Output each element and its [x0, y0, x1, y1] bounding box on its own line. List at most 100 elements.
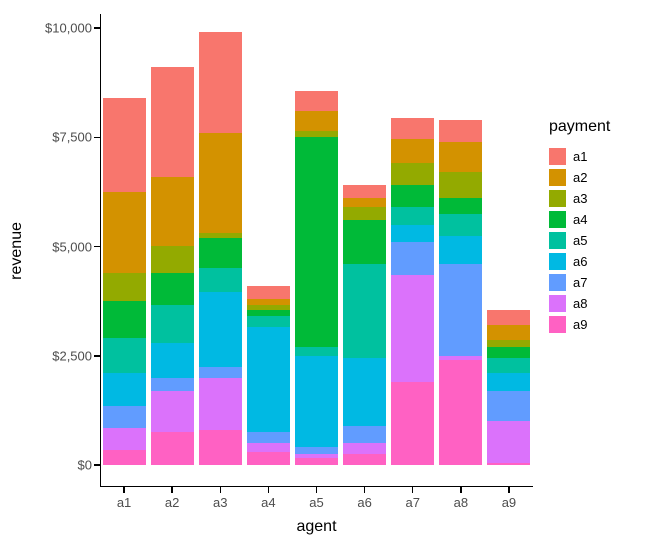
x-tick-label: a6 — [357, 495, 372, 510]
legend-swatch — [549, 232, 566, 249]
bar-segment — [198, 377, 242, 430]
legend-items: a1 a2 a3 a4 a5 a6 a7 a8 a9 — [549, 146, 610, 335]
legend-item: a7 — [549, 272, 610, 293]
bar-segment — [198, 292, 242, 367]
x-tick-label: a3 — [213, 495, 228, 510]
bar-segment — [439, 198, 483, 214]
bar — [198, 32, 242, 465]
bar-segment — [198, 32, 242, 133]
bar-segment — [150, 246, 194, 273]
bar — [295, 91, 338, 465]
legend-item-label: a1 — [573, 149, 588, 164]
bar-segment — [102, 373, 146, 406]
y-tick-label: $10,000 — [45, 20, 92, 36]
bar-segment — [343, 454, 387, 465]
bar-segment — [295, 130, 338, 138]
bar-segment — [343, 425, 387, 444]
x-tick-label: a2 — [164, 495, 180, 510]
bar-segment — [487, 325, 531, 341]
x-tick-label: a4 — [261, 495, 276, 510]
legend-swatch — [549, 316, 566, 333]
bar-segment — [102, 97, 146, 192]
bar-segment — [439, 141, 483, 173]
bar-segment — [487, 462, 531, 465]
bar-segment — [246, 451, 290, 465]
bar-segment — [439, 172, 483, 199]
legend-swatch — [549, 253, 566, 270]
bar-segment — [295, 355, 338, 448]
bar-segment — [246, 316, 290, 328]
bar-segment — [102, 427, 146, 450]
x-tick-label: a5 — [309, 495, 324, 510]
legend-swatch — [549, 190, 566, 207]
bar-segment — [391, 274, 435, 382]
bar-segment — [295, 137, 338, 347]
bar-segment — [487, 309, 531, 326]
legend-item: a8 — [549, 293, 610, 314]
bar-segment — [343, 220, 387, 264]
legend-item-label: a6 — [573, 254, 588, 269]
bar-segment — [150, 176, 194, 247]
legend-item-label: a8 — [573, 296, 588, 311]
bar-segment — [439, 355, 483, 361]
bar-segment — [246, 443, 290, 452]
bar-segment — [295, 111, 338, 131]
y-tick-mark — [94, 355, 100, 357]
bar-segment — [391, 242, 435, 275]
bar-segment — [102, 405, 146, 428]
legend-item-label: a4 — [573, 212, 588, 227]
bar-segment — [487, 346, 531, 358]
bar-segment — [246, 309, 290, 317]
bar-segment — [295, 91, 338, 112]
x-tick-mark — [363, 487, 366, 493]
y-tick-mark — [94, 464, 100, 466]
bar-segment — [246, 285, 290, 299]
bar-segment — [295, 447, 338, 455]
bar — [343, 185, 387, 465]
bar-segment — [246, 327, 290, 433]
bar-segment — [102, 449, 146, 465]
legend-item-label: a2 — [573, 170, 588, 185]
y-tick-label: $7,500 — [52, 129, 92, 145]
x-tick-label: a7 — [405, 495, 420, 510]
bar-segment — [295, 458, 338, 465]
bar-segment — [102, 191, 146, 273]
bar-segment — [246, 305, 290, 310]
bar-segment — [439, 360, 483, 465]
y-tick-label: $2,500 — [52, 348, 92, 364]
x-tick-label: a1 — [116, 495, 132, 510]
x-tick-mark — [267, 487, 270, 493]
x-tick-label: a9 — [501, 495, 517, 510]
bar-segment — [487, 373, 531, 391]
x-tick-label: a8 — [453, 495, 469, 510]
bar-segment — [198, 268, 242, 293]
legend-item: a3 — [549, 188, 610, 209]
bar-segment — [439, 119, 483, 142]
legend-item-label: a3 — [573, 191, 588, 206]
bar-segment — [343, 263, 387, 358]
x-tick-mark — [411, 487, 414, 493]
bar-segment — [343, 357, 387, 426]
bar-segment — [343, 198, 387, 208]
y-tick-mark — [94, 245, 100, 248]
x-tick-mark — [171, 487, 173, 493]
legend-item-label: a9 — [573, 317, 588, 332]
y-tick-label: $5,000 — [52, 239, 92, 254]
bar-segment — [246, 298, 290, 306]
legend-swatch — [549, 274, 566, 291]
bar-segment — [102, 272, 146, 302]
bar-segment — [150, 377, 194, 391]
legend-swatch — [549, 148, 566, 165]
bar — [246, 285, 290, 465]
y-tick-mark — [94, 136, 100, 138]
bar — [150, 67, 194, 465]
bar — [391, 117, 435, 465]
legend-item: a9 — [549, 314, 610, 335]
bar-segment — [246, 432, 290, 444]
bar — [487, 309, 531, 465]
legend-item: a1 — [549, 146, 610, 167]
y-tick-mark — [94, 27, 100, 29]
bar-segment — [102, 301, 146, 339]
bar-segment — [198, 429, 242, 465]
legend-item: a6 — [549, 251, 610, 272]
